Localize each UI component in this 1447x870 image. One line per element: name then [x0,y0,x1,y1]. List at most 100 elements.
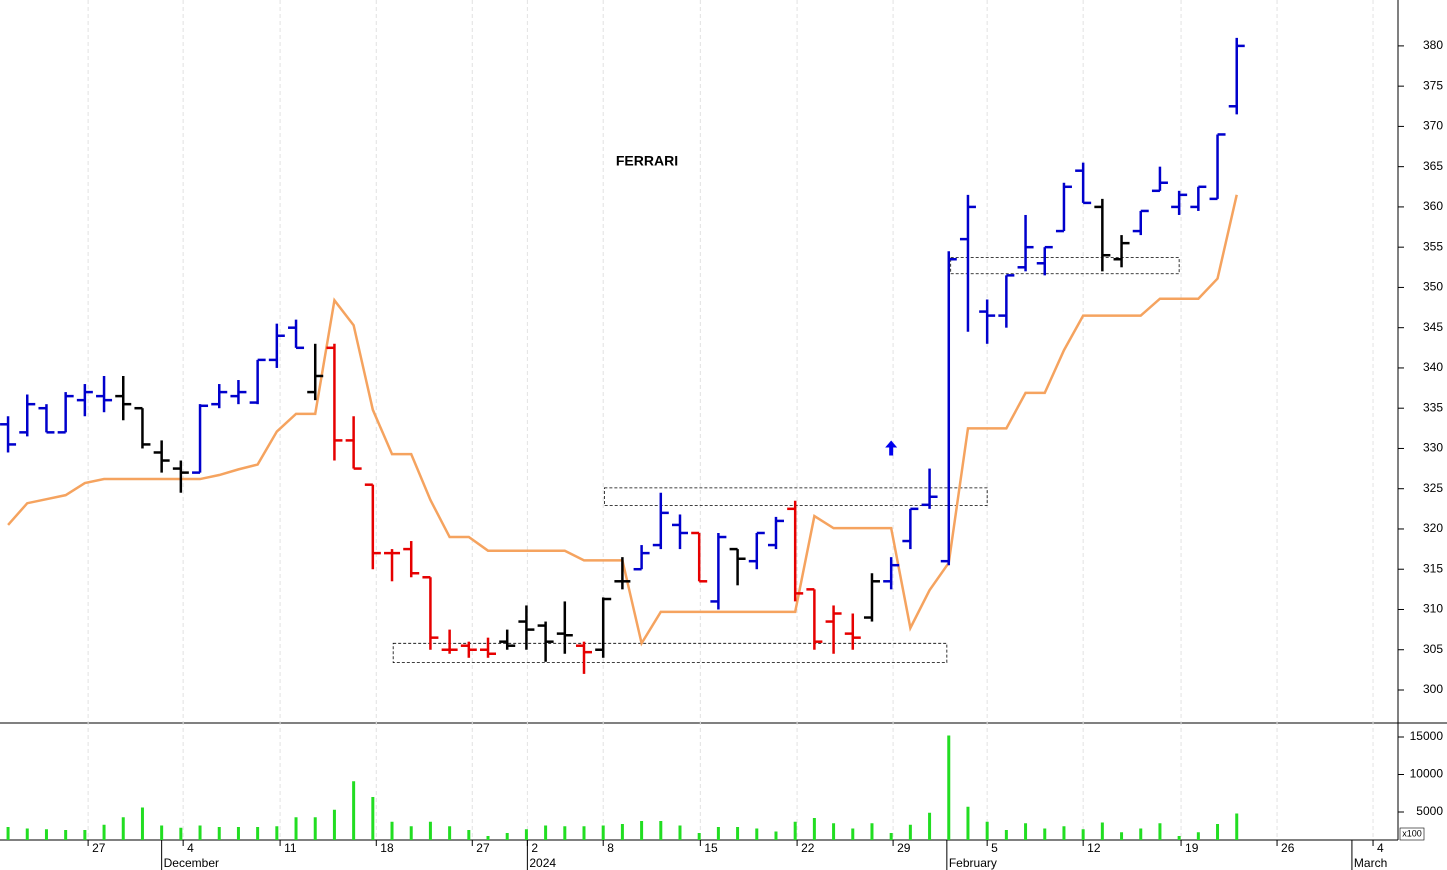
volume-bar [659,821,663,840]
volume-bar [716,827,720,840]
x-tick-label: 18 [380,841,394,855]
volume-bar [428,821,432,840]
volume-bar [582,826,586,840]
volume-bar [1235,813,1239,840]
volume-bar [793,821,797,840]
y-tick-label: 310 [1423,602,1443,616]
volume-bar [870,823,874,840]
volume-bar [1043,828,1047,840]
y-tick-label: 325 [1423,481,1443,495]
volume-bar [371,797,375,840]
volume-bar [774,831,778,840]
volume-bar [44,829,48,840]
y-tick-label: 330 [1423,441,1443,455]
volume-bar [1177,836,1181,840]
volume-bar [102,824,106,840]
volume-bar [6,827,10,840]
volume-bar [1158,823,1162,840]
volume-bar [467,830,471,840]
x-tick-label: 26 [1281,841,1295,855]
volume-bar [448,826,452,840]
zone-box [392,642,948,664]
x-tick-label: 29 [897,841,911,855]
y-tick-label: 370 [1423,119,1443,133]
signal-arrow [885,440,898,456]
x-tick-label: 15 [704,841,718,855]
volume-bar [352,781,356,840]
x-tick-label: 4 [1377,841,1384,855]
volume-bar [25,828,29,840]
volume-bar [313,817,317,840]
y-tick-label: 365 [1423,159,1443,173]
month-label: February [949,856,997,870]
x-tick-label: 8 [607,841,614,855]
y-tick-label: 340 [1423,360,1443,374]
volume-bar [332,809,336,840]
volume-bar [160,825,164,840]
volume-bar [275,826,279,840]
volume-bar [755,828,759,840]
volume-bar [83,830,87,840]
zone-box [950,257,1180,275]
volume-bar [1024,823,1028,840]
volume-bar [505,833,509,840]
volume-bar [697,833,701,840]
x-tick-label: 27 [92,841,106,855]
volume-bar [1062,826,1066,840]
volume-bar [1081,829,1085,840]
volume-bar [121,817,125,840]
y-tick-label: 320 [1423,521,1443,535]
month-label: 2024 [529,856,556,870]
y-tick-label: 345 [1423,320,1443,334]
volume-bar [140,807,144,840]
volume-bar [524,829,528,840]
y-tick-label: 315 [1423,561,1443,575]
volume-bar [563,826,567,840]
volume-y-tick-label: 10000 [1410,767,1444,781]
volume-bar [1216,824,1220,840]
volume-y-tick-label: 5000 [1416,804,1443,818]
volume-bar [409,826,413,840]
volume-bar [64,830,68,840]
x-tick-label: 2 [531,841,538,855]
volume-bar [851,828,855,840]
volume-bar [217,827,221,840]
volume-bar [620,824,624,840]
volume-bar [947,735,951,840]
x-tick-label: 22 [801,841,815,855]
y-tick-label: 300 [1423,682,1443,696]
volume-bar [908,824,912,840]
month-label: December [164,856,219,870]
volume-bar [198,825,202,840]
y-tick-label: 335 [1423,400,1443,414]
volume-bar [985,821,989,840]
y-tick-label: 380 [1423,38,1443,52]
volume-bar [832,823,836,840]
volume-bar [1196,832,1200,840]
volume-bar [601,825,605,840]
chart-title: FERRARI [616,153,678,169]
x-tick-label: 12 [1087,841,1101,855]
volume-bar [1139,828,1143,840]
volume-multiplier: x100 [1402,828,1422,838]
volume-bar [1120,832,1124,840]
volume-bar [294,817,298,840]
volume-bar [736,827,740,840]
volume-bar [1004,830,1008,840]
x-tick-label: 4 [187,841,194,855]
y-tick-label: 350 [1423,280,1443,294]
x-tick-label: 5 [991,841,998,855]
x-tick-label: 11 [284,841,297,855]
volume-bar [179,827,183,840]
volume-bar [390,821,394,840]
volume-bar [486,836,490,840]
volume-bar [640,821,644,840]
month-label: March [1354,856,1387,870]
volume-y-tick-label: 15000 [1410,729,1444,743]
volume-bar [256,827,260,840]
y-tick-label: 375 [1423,78,1443,92]
volume-bar [678,825,682,840]
x-tick-label: 19 [1185,841,1199,855]
